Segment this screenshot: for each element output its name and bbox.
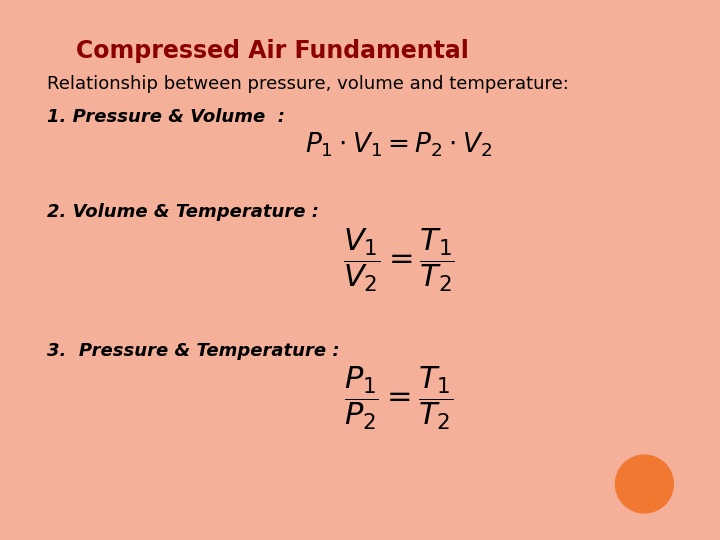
- Text: Compressed Air Fundamental: Compressed Air Fundamental: [76, 39, 469, 63]
- Text: 2. Volume & Temperature :: 2. Volume & Temperature :: [47, 202, 319, 220]
- Text: Relationship between pressure, volume and temperature:: Relationship between pressure, volume an…: [47, 75, 569, 93]
- Circle shape: [616, 455, 673, 513]
- Text: $\dfrac{V_1}{V_2} = \dfrac{T_1}{T_2}$: $\dfrac{V_1}{V_2} = \dfrac{T_1}{T_2}$: [343, 227, 454, 294]
- Text: 1. Pressure & Volume  :: 1. Pressure & Volume :: [47, 108, 284, 126]
- Text: 3.  Pressure & Temperature :: 3. Pressure & Temperature :: [47, 342, 339, 360]
- Text: $P_1 \cdot V_1 = P_2 \cdot V_2$: $P_1 \cdot V_1 = P_2 \cdot V_2$: [305, 130, 492, 159]
- Text: $\dfrac{P_1}{P_2} = \dfrac{T_1}{T_2}$: $\dfrac{P_1}{P_2} = \dfrac{T_1}{T_2}$: [344, 364, 453, 432]
